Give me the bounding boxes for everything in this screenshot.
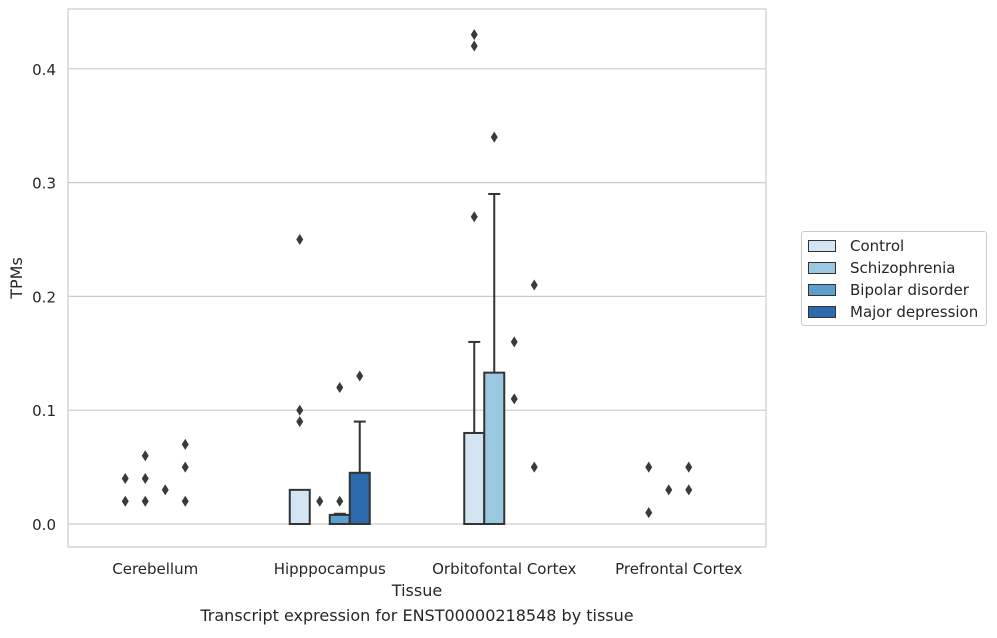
legend-item-major-depression: Major depression [808,303,978,321]
x-tick-label: Cerebellum [112,560,198,578]
legend-swatch-schizophrenia [808,262,836,274]
x-tick-label: Hipppocampus [274,560,386,578]
outlier-point [665,484,673,496]
outlier-point [161,484,169,496]
bar [348,471,371,526]
outlier-point [490,131,498,143]
outlier-point [316,495,324,507]
y-tick-label: 0.2 [32,288,56,306]
outlier-point [470,40,478,52]
outlier-point [296,234,304,245]
legend-item-control: Control [808,237,904,255]
y-tick-label: 0.0 [32,516,56,534]
outlier-point [336,495,344,507]
outlier-point [181,461,189,473]
legend-swatch-control [808,240,836,252]
outlier-point [141,495,149,507]
bar [288,488,311,525]
grid-layer [68,68,766,525]
legend-label-bipolar-disorder: Bipolar disorder [850,281,969,299]
legend-swatch-bipolar-disorder [808,284,836,296]
outlier-point [121,472,129,484]
outlier-point [141,450,149,462]
outlier-layer [121,29,693,519]
outlier-point [530,461,538,473]
legend-label-schizophrenia: Schizophrenia [850,259,956,277]
x-tick-label: Orbitofontal Cortex [432,560,576,578]
x-tick-labels: Cerebellum Hipppocampus Orbitofontal Corte… [112,560,742,578]
bar [328,513,351,525]
bar [463,431,486,525]
legend-swatch-major-depression [808,306,836,318]
outlier-point [645,461,653,473]
outlier-point [510,336,518,348]
outlier-point [181,438,189,450]
outlier-point [470,211,478,223]
outlier-point [121,495,129,507]
outlier-point [510,393,518,405]
legend: Control Schizophrenia Bipolar disorder M… [801,231,987,326]
legend-label-control: Control [850,237,905,255]
outlier-point [530,279,538,291]
y-tick-label: 0.3 [32,175,56,193]
y-axis-label: TPMs [7,257,26,300]
outlier-point [141,472,149,484]
outlier-point [470,29,478,41]
y-tick-labels: 0.0 0.1 0.2 0.3 0.4 [32,61,56,534]
bar [483,371,506,525]
outlier-point [181,495,189,507]
outlier-point [685,484,693,496]
y-tick-label: 0.1 [32,402,56,420]
outlier-point [645,507,653,519]
outlier-point [296,416,304,428]
errorbar-layer [333,192,501,515]
x-tick-label: Prefrontal Cortex [615,560,742,578]
x-axis-label: Tissue [391,581,442,600]
outlier-point [356,370,364,382]
outlier-point [336,381,344,393]
chart-caption: Transcript expression for ENST0000021854… [200,606,634,625]
plot-frame [67,8,767,548]
legend-label-major-depression: Major depression [850,303,979,321]
legend-item-bipolar-disorder: Bipolar disorder [808,281,969,299]
legend-item-schizophrenia: Schizophrenia [808,259,955,277]
y-tick-label: 0.4 [32,61,56,79]
outlier-point [296,404,304,416]
outlier-point [685,461,693,473]
